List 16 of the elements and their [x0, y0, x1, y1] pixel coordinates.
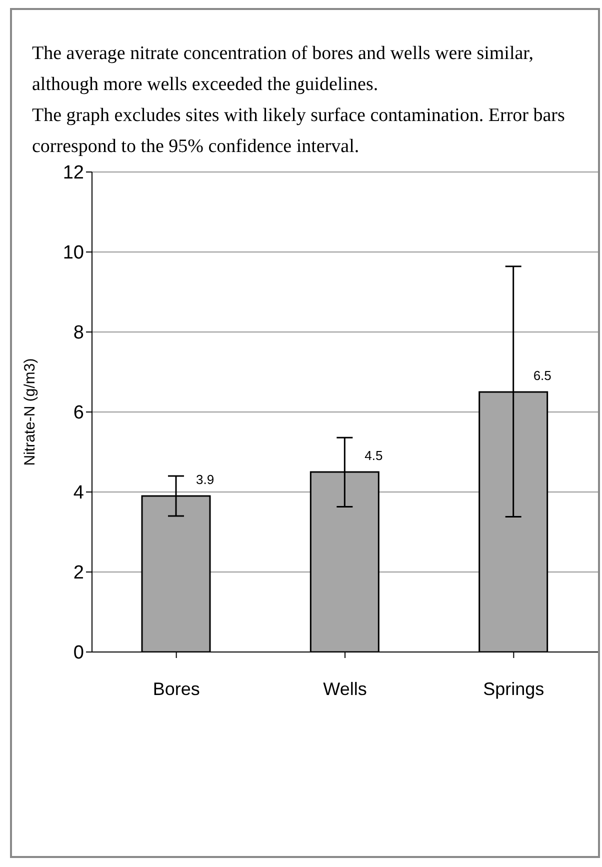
y-tick-label: 4 — [73, 482, 84, 504]
y-axis-title: Nitrate-N (g/m3) — [21, 358, 38, 466]
y-tick-label: 10 — [62, 242, 84, 264]
data-label: 4.5 — [364, 448, 383, 463]
x-tick-label: Bores — [152, 678, 200, 699]
x-tick-label: Springs — [483, 678, 544, 699]
y-tick-label: 2 — [73, 562, 84, 584]
y-tick-label: 0 — [73, 642, 84, 664]
x-tick-label: Wells — [323, 678, 367, 699]
text: The average nitrate concentration of bores and wells were similar, although more wells exceeded the guidelines. — [32, 42, 534, 97]
text: The graph excludes sites with likely surface contamination. Error bars correspond to the 95% confidence interval. — [32, 104, 566, 159]
data-label: 6.5 — [533, 368, 552, 383]
y-tick-label: 12 — [62, 162, 84, 184]
data-label: 3.9 — [196, 472, 214, 487]
y-tick-label: 8 — [73, 322, 84, 344]
y-tick-label: 6 — [73, 402, 84, 424]
